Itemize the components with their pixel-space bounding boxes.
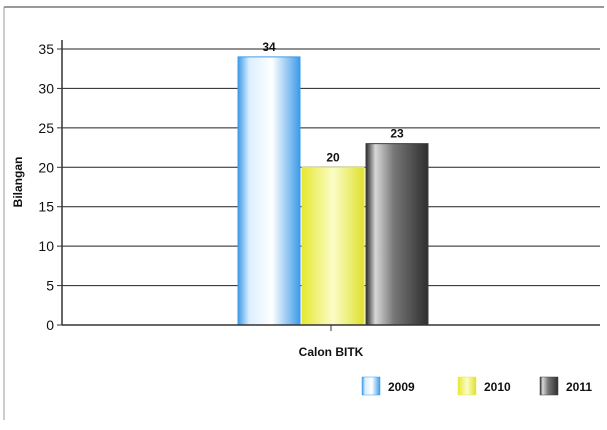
y-tick-label: 20 <box>38 159 54 175</box>
y-tick-label: 35 <box>38 41 54 57</box>
bar-2009 <box>237 56 301 326</box>
legend-swatch-2010 <box>457 376 477 396</box>
y-tick-label: 15 <box>38 199 54 215</box>
legend-swatch-2011 <box>539 376 559 396</box>
x-axis-label: Calon BITK <box>299 345 364 359</box>
legend: 2009 2010 2011 <box>361 376 592 396</box>
bar-2010 <box>301 166 365 326</box>
bars <box>237 56 429 326</box>
y-tick-label: 10 <box>38 238 54 254</box>
legend-label-2010: 2010 <box>484 380 511 394</box>
y-axis-label: Bilangan <box>11 157 25 208</box>
y-tick-label: 30 <box>38 80 54 96</box>
data-label-2011: 23 <box>390 127 404 141</box>
legend-swatch-2009 <box>361 376 381 396</box>
y-axis-ticks: 0 5 10 15 20 25 30 35 <box>38 41 62 333</box>
y-tick-label: 25 <box>38 120 54 136</box>
bar-2011 <box>365 143 429 326</box>
data-label-2009: 34 <box>262 40 276 54</box>
legend-label-2009: 2009 <box>388 380 415 394</box>
legend-label-2011: 2011 <box>566 380 592 394</box>
y-tick-label: 5 <box>46 278 54 294</box>
data-label-2010: 20 <box>326 150 340 164</box>
data-labels: 34 20 23 <box>262 40 404 164</box>
y-tick-label: 0 <box>46 317 54 333</box>
